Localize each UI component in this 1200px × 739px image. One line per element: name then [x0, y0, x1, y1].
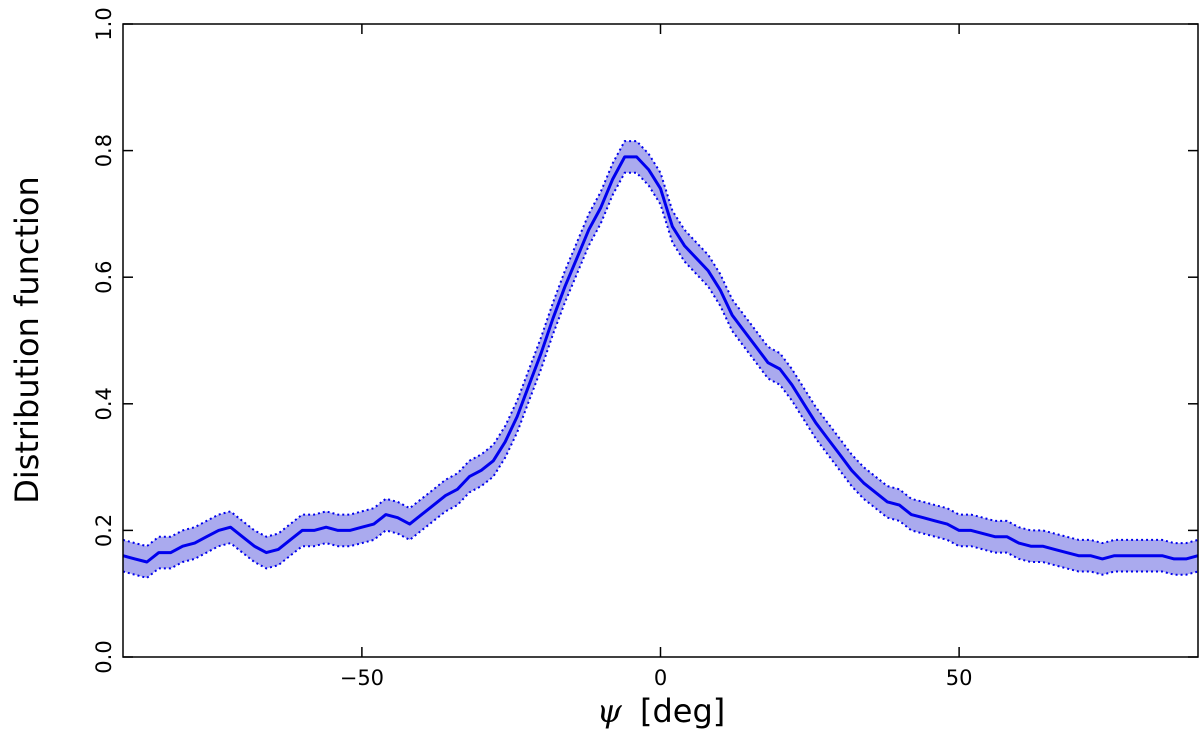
axes-frame-layer	[122, 23, 1199, 658]
distribution-line	[122, 155, 1199, 564]
y-tick-label: 0.8	[92, 134, 116, 167]
x-axis-label: ψ [deg]	[597, 692, 726, 730]
plot-frame	[122, 23, 1199, 658]
y-axis-label: Distribution function	[8, 176, 46, 504]
axis-labels-layer: Distribution function ψ [deg]	[8, 176, 725, 730]
x-axis-symbol: ψ	[597, 692, 623, 730]
x-axis-unit: [deg]	[640, 692, 725, 730]
y-tick-label: 1.0	[92, 7, 116, 40]
error-band-layer	[122, 140, 1199, 579]
series-line-layer	[122, 155, 1199, 564]
band-lower-edge	[122, 171, 1199, 579]
y-tick-label: 0.4	[92, 387, 116, 420]
band-upper-edge	[122, 140, 1199, 548]
x-tick-label: 50	[946, 666, 973, 690]
x-tick-label: −50	[340, 666, 384, 690]
y-tick-label: 0.6	[92, 260, 116, 293]
y-tick-label: 0.0	[92, 640, 116, 673]
x-tick-label: 0	[654, 666, 667, 690]
uncertainty-band	[123, 141, 1198, 578]
ticks-layer: −50 0 50 0.0 0.2 0.4 0.6 0.8 1.0	[92, 7, 1198, 690]
y-tick-label: 0.2	[92, 514, 116, 547]
